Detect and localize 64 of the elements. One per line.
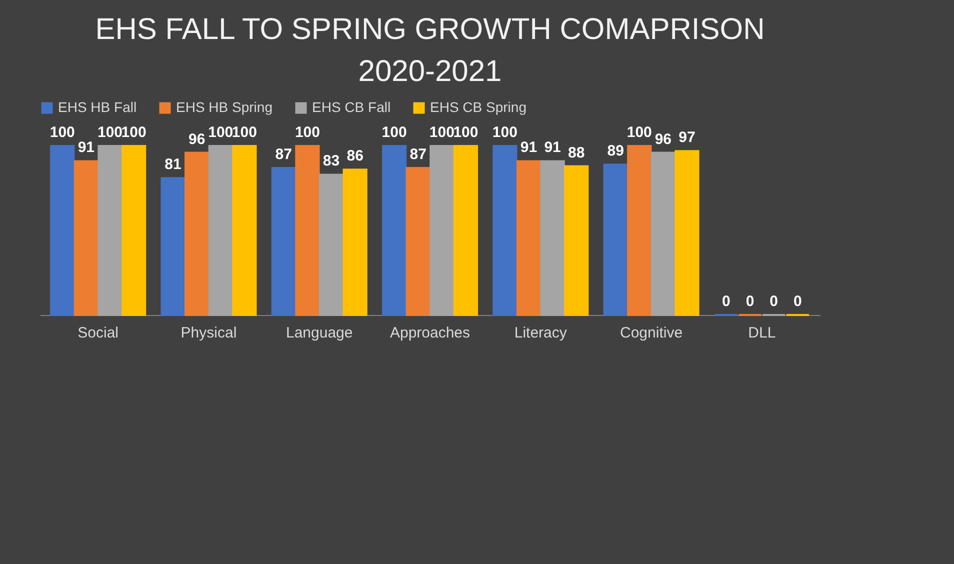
- data-label: 100: [294, 124, 320, 141]
- bar: [564, 165, 589, 316]
- data-label: 86: [346, 148, 364, 165]
- bar: [453, 145, 478, 316]
- bar: [74, 160, 98, 316]
- bar: [540, 160, 565, 316]
- bar: [121, 145, 146, 316]
- bar: [406, 166, 430, 316]
- bar: [627, 145, 652, 316]
- x-tick-label: Social: [78, 324, 119, 342]
- data-label: 81: [164, 156, 182, 174]
- bar: [295, 145, 320, 316]
- data-label: 100: [50, 124, 75, 141]
- data-label: 96: [188, 130, 206, 148]
- legend-label: EHS HB Spring: [176, 99, 272, 115]
- data-label: 0: [722, 293, 730, 310]
- bar: [603, 164, 628, 316]
- x-tick-label: Physical: [180, 324, 237, 342]
- bar: [492, 145, 518, 316]
- data-label: 100: [492, 124, 518, 141]
- x-tick-label: Approaches: [390, 324, 470, 342]
- data-label: 0: [793, 293, 802, 310]
- x-tick-label: Language: [286, 324, 353, 342]
- bar: [184, 152, 210, 316]
- bar: [208, 145, 233, 316]
- data-label: 100: [232, 124, 257, 141]
- bar: [342, 168, 368, 316]
- data-label: 100: [121, 124, 146, 141]
- bar: [232, 145, 257, 316]
- x-tick-label: DLL: [748, 324, 776, 342]
- data-label: 87: [275, 146, 292, 163]
- bar: [674, 150, 700, 316]
- bar: [50, 145, 75, 316]
- bar: [318, 174, 344, 316]
- bar: [271, 166, 296, 316]
- data-label: 97: [678, 129, 696, 146]
- data-label: 96: [654, 130, 672, 148]
- data-label: 83: [322, 152, 340, 170]
- data-label: 100: [97, 124, 123, 141]
- bar: [160, 177, 186, 316]
- data-label: 91: [544, 139, 561, 156]
- data-label: 0: [746, 293, 754, 310]
- data-label: 91: [520, 139, 538, 156]
- x-tick-label: Literacy: [514, 324, 568, 342]
- data-label: 0: [770, 293, 778, 310]
- legend-label: EHS CB Fall: [312, 99, 391, 115]
- data-label: 100: [626, 124, 652, 141]
- data-label: 89: [607, 142, 624, 160]
- data-label: 87: [410, 146, 426, 163]
- data-label: 100: [453, 124, 478, 141]
- legend-label: EHS CB Spring: [430, 99, 526, 115]
- legend-label: EHS HB Fall: [58, 99, 137, 115]
- data-label: 100: [382, 124, 407, 141]
- bar: [516, 160, 542, 316]
- bar: [382, 145, 407, 316]
- data-label: 88: [568, 144, 585, 162]
- data-label: 100: [429, 124, 454, 141]
- data-label: 91: [78, 139, 95, 156]
- bar: [98, 145, 122, 316]
- chart-title: EHS FALL TO SPRING GROWTH COMAPRISON 2020-2021: [95, 13, 765, 88]
- bar: [430, 145, 454, 316]
- x-tick-label: Cognitive: [620, 324, 683, 342]
- bar: [650, 152, 676, 316]
- data-label: 100: [208, 124, 234, 141]
